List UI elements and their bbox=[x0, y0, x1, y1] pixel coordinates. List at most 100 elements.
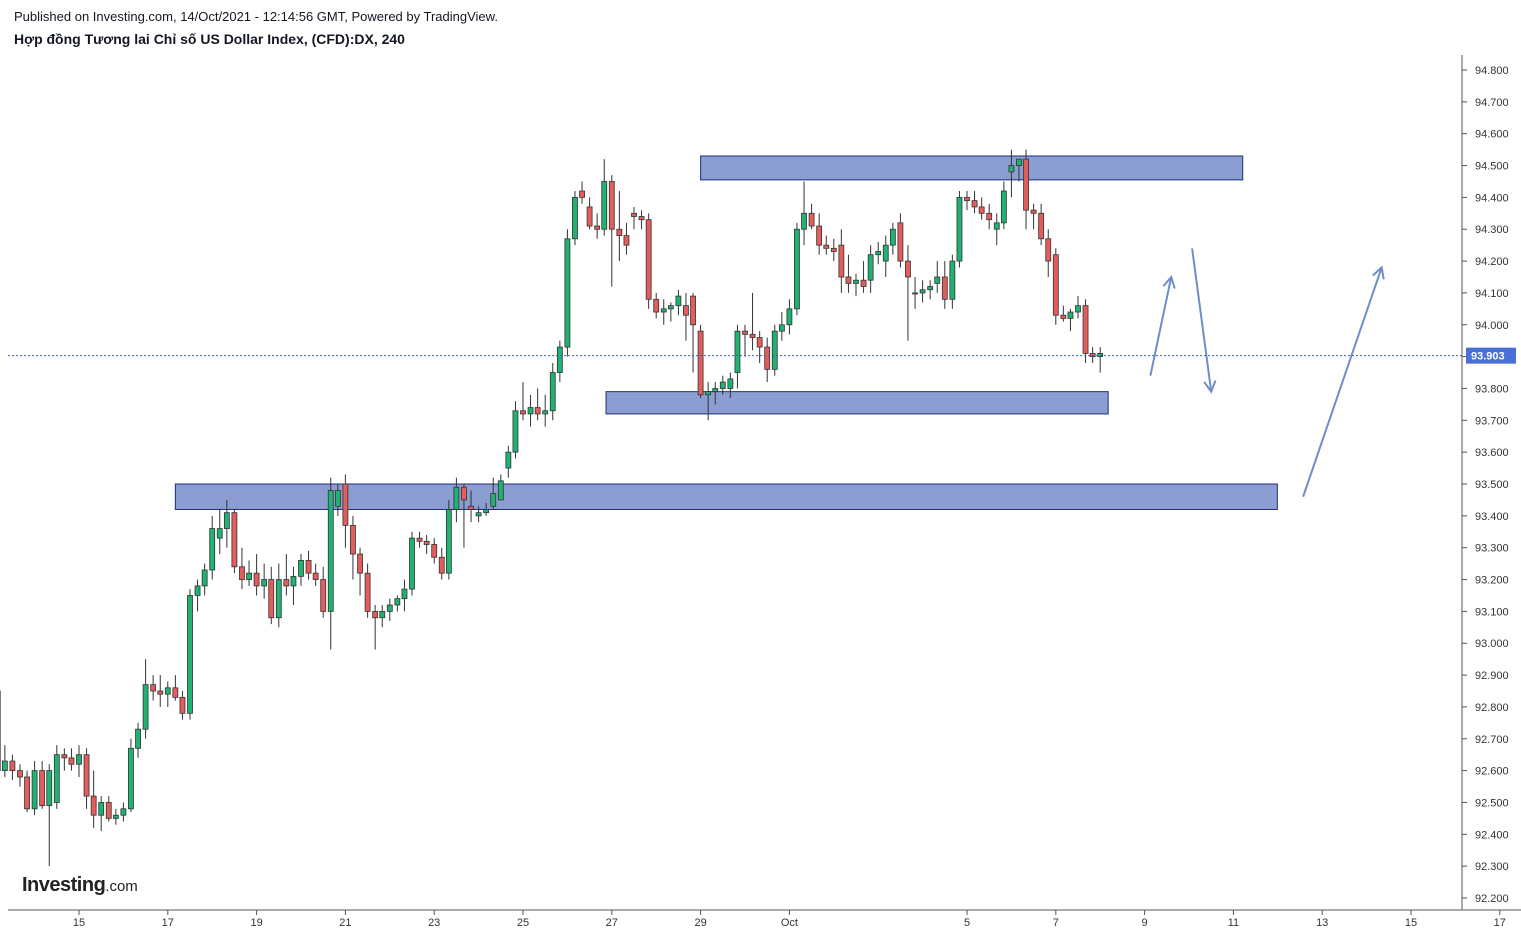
y-tick-label: 93.400 bbox=[1475, 511, 1509, 523]
candle bbox=[756, 331, 763, 363]
candle bbox=[468, 490, 474, 523]
candle-body-up bbox=[934, 276, 941, 284]
candle-body-down bbox=[231, 512, 238, 568]
candle-body-down bbox=[594, 225, 601, 230]
candle bbox=[631, 206, 637, 230]
candle bbox=[475, 506, 482, 523]
candle-body-down bbox=[838, 244, 845, 278]
candle-body-down bbox=[1045, 238, 1052, 262]
candle bbox=[31, 761, 38, 816]
arrow-up-2 bbox=[1302, 265, 1385, 498]
candle-body-up bbox=[1016, 158, 1022, 166]
x-tick-label: 23 bbox=[428, 917, 440, 929]
candle bbox=[231, 509, 238, 574]
candle bbox=[379, 605, 386, 628]
candle bbox=[483, 503, 490, 516]
candle-body-up bbox=[505, 451, 512, 469]
candle bbox=[1060, 305, 1067, 322]
candle-body-down bbox=[9, 760, 16, 772]
price-axis[interactable]: 94.800 94.700 94.600 94.500 94.400 94.300 94.2… bbox=[1462, 65, 1509, 905]
candle-body-down bbox=[683, 305, 689, 316]
candle bbox=[801, 181, 807, 246]
candle-body-down bbox=[638, 216, 645, 221]
candle-body-down bbox=[764, 346, 771, 370]
candle bbox=[623, 222, 630, 255]
candle bbox=[305, 550, 312, 580]
candle bbox=[453, 477, 460, 523]
candle bbox=[431, 538, 438, 564]
candle-body-down bbox=[631, 212, 637, 217]
candle bbox=[112, 808, 119, 825]
x-tick-label: 25 bbox=[517, 917, 529, 929]
candle bbox=[778, 312, 785, 341]
candle bbox=[334, 484, 341, 516]
candle-body-down bbox=[39, 770, 46, 807]
candle bbox=[445, 499, 452, 580]
candle-body-up bbox=[1000, 190, 1007, 224]
candle bbox=[653, 292, 660, 319]
x-tick-label: 7 bbox=[1053, 917, 1059, 929]
candle bbox=[172, 675, 179, 701]
x-tick-label: 19 bbox=[250, 917, 262, 929]
candle bbox=[142, 659, 149, 739]
candle-body-up bbox=[719, 381, 726, 389]
candle bbox=[497, 474, 504, 501]
candle bbox=[860, 261, 867, 293]
y-tick-label: 93.600 bbox=[1475, 447, 1509, 459]
candle bbox=[239, 547, 245, 590]
chart-title: Hợp đồng Tương lai Chỉ số US Dollar Inde… bbox=[14, 31, 405, 47]
mid-support-zone bbox=[605, 391, 1109, 415]
candle bbox=[549, 362, 556, 421]
candle-body-up bbox=[512, 410, 519, 453]
x-tick-label: 5 bbox=[964, 917, 970, 929]
candle bbox=[912, 277, 918, 309]
candle-body-up bbox=[794, 228, 800, 310]
candle-body-down bbox=[579, 190, 585, 198]
candle bbox=[194, 579, 201, 612]
candle bbox=[320, 566, 327, 618]
candle bbox=[179, 691, 186, 720]
candle-body-up bbox=[76, 754, 82, 765]
y-tick-label: 92.700 bbox=[1475, 734, 1509, 746]
candle-body-up bbox=[727, 378, 734, 389]
candle-body-up bbox=[409, 537, 415, 590]
candle bbox=[608, 175, 615, 287]
y-tick-label: 93.700 bbox=[1475, 415, 1509, 427]
candle-body-down bbox=[305, 560, 312, 574]
candle bbox=[771, 324, 778, 376]
candle-body-down bbox=[357, 553, 363, 574]
candle bbox=[461, 484, 467, 548]
candle bbox=[594, 213, 601, 239]
time-axis[interactable]: 1517192123252729Oct579111315171921232527 bbox=[73, 910, 1521, 929]
candle-body-down bbox=[1038, 212, 1045, 240]
candle bbox=[150, 675, 157, 701]
candle bbox=[1052, 248, 1059, 325]
candle-body-down bbox=[860, 279, 867, 287]
candle bbox=[838, 229, 845, 293]
zone-layer bbox=[174, 155, 1278, 510]
candle bbox=[342, 474, 349, 548]
candle-body-down bbox=[742, 330, 748, 335]
candle-body-up bbox=[549, 372, 556, 412]
candle bbox=[816, 213, 823, 255]
candle-body-down bbox=[978, 206, 985, 214]
candle bbox=[941, 261, 948, 309]
y-tick-label: 94.600 bbox=[1475, 129, 1509, 141]
candle bbox=[298, 554, 304, 586]
candle-body-down bbox=[312, 572, 319, 580]
lower-support-zone bbox=[174, 483, 1278, 510]
candle-body-down bbox=[1023, 158, 1029, 211]
candle bbox=[919, 280, 926, 303]
chart-frame bbox=[8, 55, 1521, 911]
candle bbox=[1, 745, 8, 777]
candle bbox=[209, 515, 216, 580]
candle bbox=[889, 222, 896, 255]
candle bbox=[1008, 149, 1015, 198]
candle bbox=[949, 254, 956, 309]
candle-body-up bbox=[801, 212, 807, 230]
candle-body-up bbox=[564, 238, 571, 348]
candle bbox=[905, 245, 911, 341]
candle bbox=[261, 563, 268, 599]
candle bbox=[875, 241, 882, 265]
